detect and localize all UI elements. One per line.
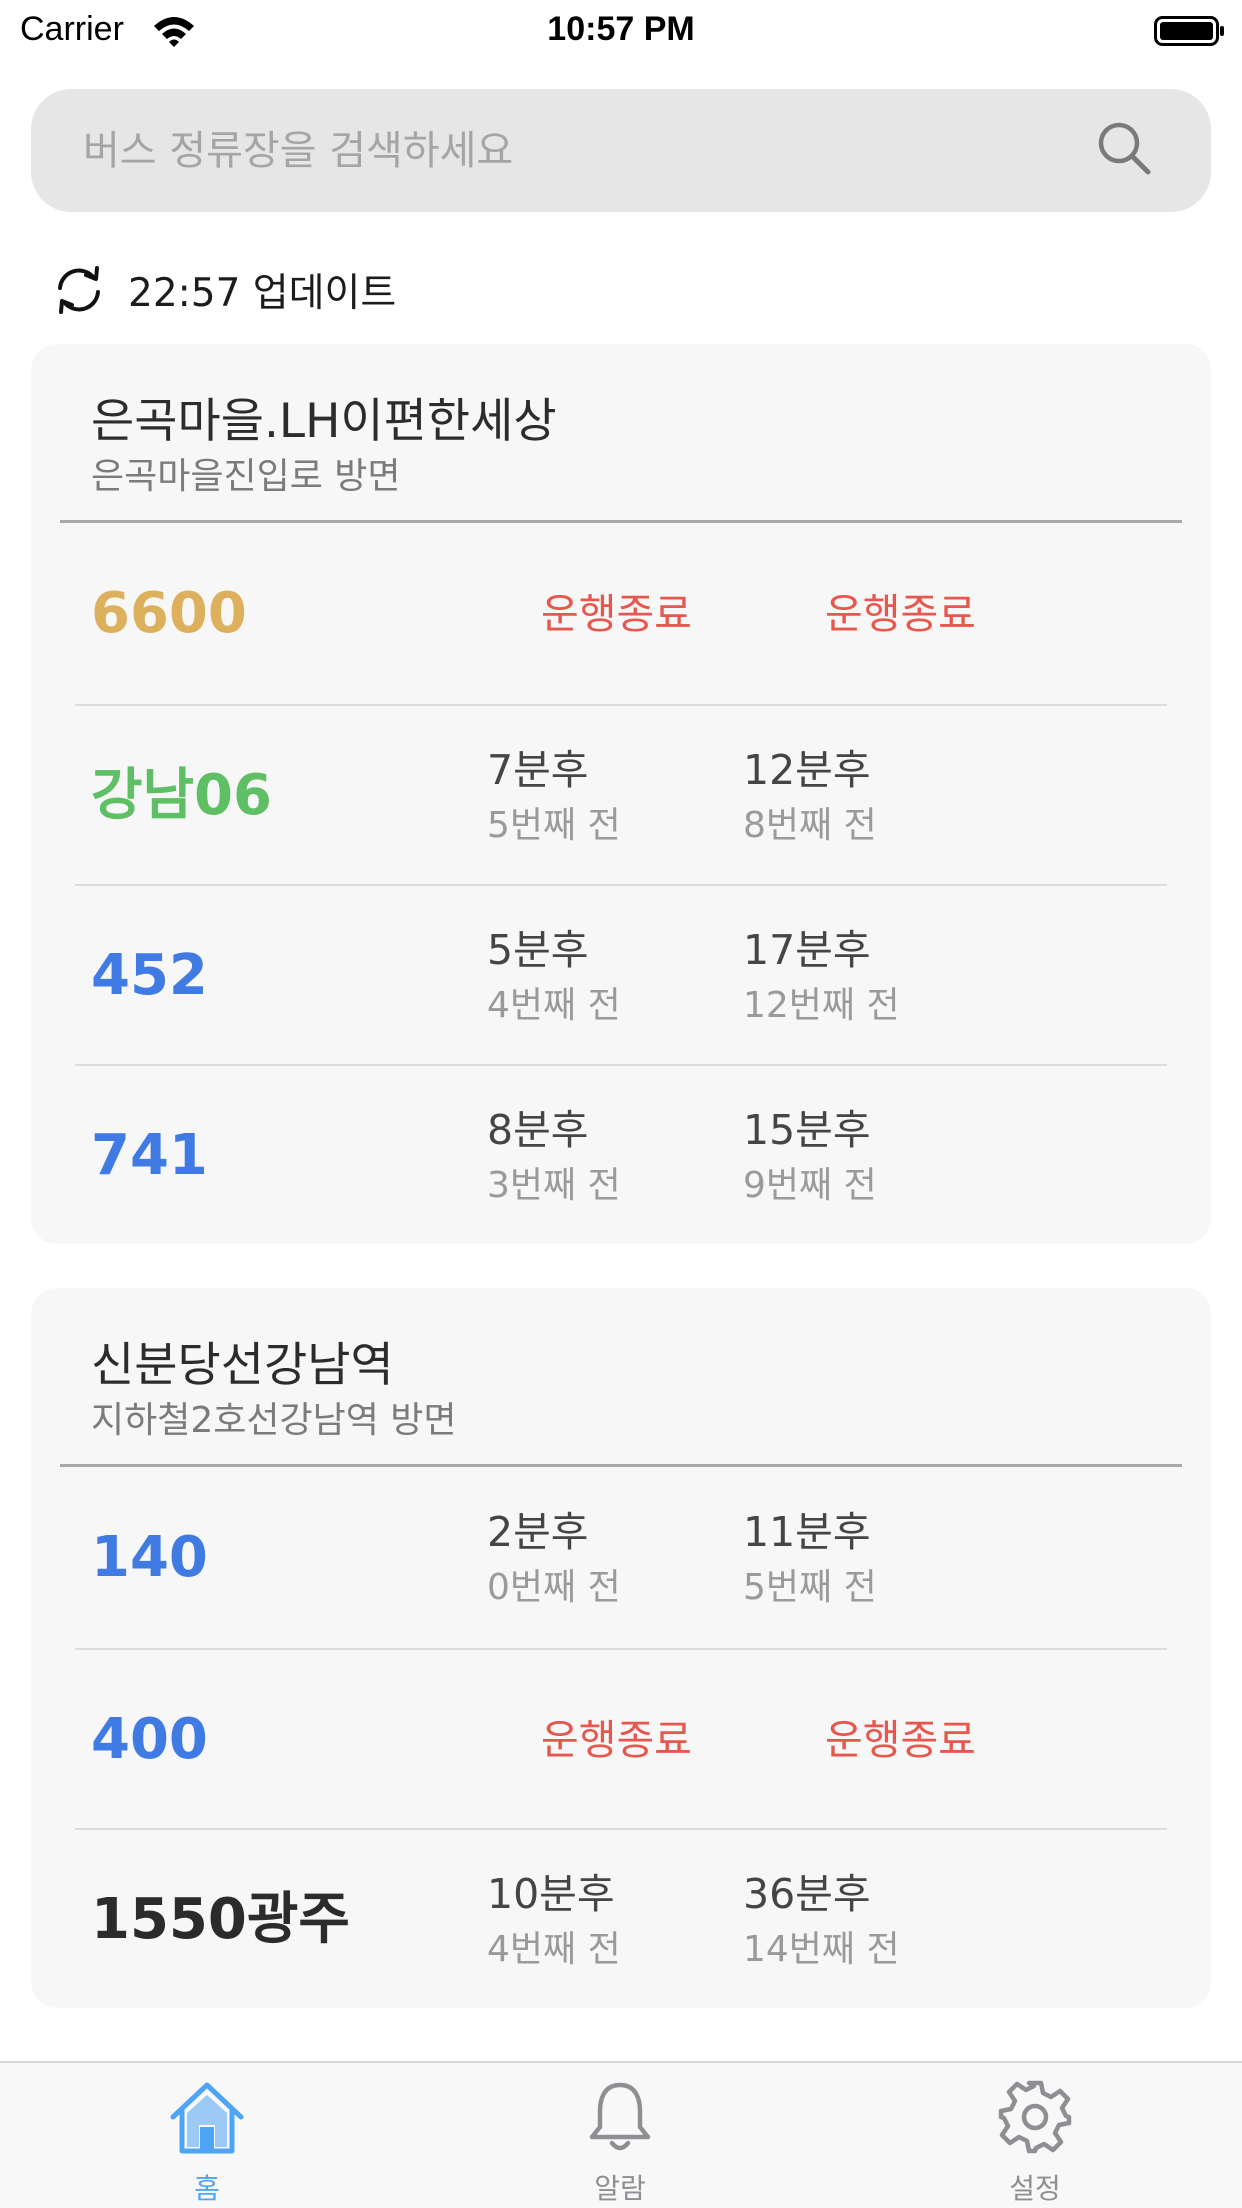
search-icon[interactable] <box>1096 120 1152 176</box>
arrival-stops: 3번째 전 <box>487 1165 621 1206</box>
arrival-minutes: 10분후 <box>487 1870 615 1918</box>
arrival-minutes: 2분후 <box>487 1508 589 1556</box>
stop-direction: 은곡마을진입로 방면 <box>91 456 401 497</box>
stop-name: 은곡마을.LH이편한세상 <box>91 394 557 449</box>
arrival-stops: 0번째 전 <box>487 1567 621 1608</box>
tab-home[interactable]: 홈 <box>107 2063 307 2208</box>
status-time: 10:57 PM <box>547 10 695 48</box>
first-arrival: 8분후 3번째 전 <box>487 1102 767 1214</box>
first-arrival-ended: 운행종료 <box>541 590 692 638</box>
bus-row[interactable]: 6600 운행종료 운행종료 <box>75 524 1167 704</box>
arrival-stops: 5번째 전 <box>743 1567 877 1608</box>
first-arrival: 2분후 0번째 전 <box>487 1504 767 1616</box>
update-time: 22:57 업데이트 <box>128 271 397 316</box>
first-arrival-ended: 운행종료 <box>541 1716 692 1764</box>
bus-row[interactable]: 1550광주 10분후 4번째 전 36분후 14번째 전 <box>75 1828 1167 2008</box>
route-number: 1550광주 <box>91 1887 350 1952</box>
route-number: 6600 <box>91 581 247 646</box>
stop-card[interactable]: 신분당선강남역 지하철2호선강남역 방면 140 2분후 0번째 전 11분후 … <box>31 1288 1211 2008</box>
arrival-stops: 9번째 전 <box>743 1165 877 1206</box>
stop-direction: 지하철2호선강남역 방면 <box>91 1400 457 1441</box>
search-input[interactable] <box>83 89 1083 212</box>
arrival-minutes: 15분후 <box>743 1106 871 1154</box>
arrival-minutes: 17분후 <box>743 926 871 974</box>
bus-row[interactable]: 400 운행종료 운행종료 <box>75 1648 1167 1828</box>
divider <box>60 1464 1182 1467</box>
route-number: 741 <box>91 1123 208 1188</box>
tab-bar: 홈 알람 설정 <box>0 2061 1242 2208</box>
arrival-minutes: 11분후 <box>743 1508 871 1556</box>
arrival-stops: 4번째 전 <box>487 985 621 1026</box>
bus-row[interactable]: 140 2분후 0번째 전 11분후 5번째 전 <box>75 1468 1167 1648</box>
refresh-icon[interactable] <box>52 263 106 317</box>
arrival-stops: 14번째 전 <box>743 1929 900 1970</box>
arrival-minutes: 5분후 <box>487 926 589 974</box>
first-arrival: 7분후 5번째 전 <box>487 742 767 854</box>
bus-row[interactable]: 강남06 7분후 5번째 전 12분후 8번째 전 <box>75 704 1167 884</box>
second-arrival: 12분후 8번째 전 <box>743 742 1023 854</box>
route-number: 140 <box>91 1525 208 1590</box>
first-arrival: 5분후 4번째 전 <box>487 922 767 1034</box>
stop-card[interactable]: 은곡마을.LH이편한세상 은곡마을진입로 방면 6600 운행종료 운행종료 강… <box>31 344 1211 1244</box>
arrival-stops: 8번째 전 <box>743 805 877 846</box>
divider <box>60 520 1182 523</box>
tab-label: 홈 <box>194 2172 220 2205</box>
tab-alarm[interactable]: 알람 <box>520 2063 720 2208</box>
arrival-minutes: 8분후 <box>487 1106 589 1154</box>
arrival-stops: 12번째 전 <box>743 985 900 1026</box>
arrival-stops: 4번째 전 <box>487 1929 621 1970</box>
route-number: 강남06 <box>91 763 272 828</box>
tab-label: 알람 <box>594 2172 646 2205</box>
arrival-stops: 5번째 전 <box>487 805 621 846</box>
gear-icon <box>998 2080 1072 2154</box>
second-arrival: 17분후 12번째 전 <box>743 922 1023 1034</box>
arrival-minutes: 36분후 <box>743 1870 871 1918</box>
bus-row[interactable]: 741 8분후 3번째 전 15분후 9번째 전 <box>75 1064 1167 1244</box>
second-arrival: 36분후 14번째 전 <box>743 1866 1023 1978</box>
bell-icon <box>589 2082 651 2151</box>
carrier-label: Carrier <box>20 10 124 48</box>
arrival-minutes: 12분후 <box>743 746 871 794</box>
route-number: 400 <box>91 1707 208 1772</box>
second-arrival: 15분후 9번째 전 <box>743 1102 1023 1214</box>
route-number: 452 <box>91 943 208 1008</box>
first-arrival: 10분후 4번째 전 <box>487 1866 767 1978</box>
second-arrival-ended: 운행종료 <box>825 590 976 638</box>
stop-name: 신분당선강남역 <box>91 1338 394 1393</box>
tab-label: 설정 <box>1009 2172 1061 2205</box>
second-arrival-ended: 운행종료 <box>825 1716 976 1764</box>
battery-icon <box>1154 16 1224 46</box>
wifi-icon <box>154 17 194 47</box>
search-bar[interactable] <box>31 89 1211 212</box>
bus-row[interactable]: 452 5분후 4번째 전 17분후 12번째 전 <box>75 884 1167 1064</box>
arrival-minutes: 7분후 <box>487 746 589 794</box>
status-bar: Carrier 10:57 PM <box>0 0 1242 62</box>
home-icon <box>170 2082 244 2154</box>
tab-settings[interactable]: 설정 <box>935 2063 1135 2208</box>
second-arrival: 11분후 5번째 전 <box>743 1504 1023 1616</box>
